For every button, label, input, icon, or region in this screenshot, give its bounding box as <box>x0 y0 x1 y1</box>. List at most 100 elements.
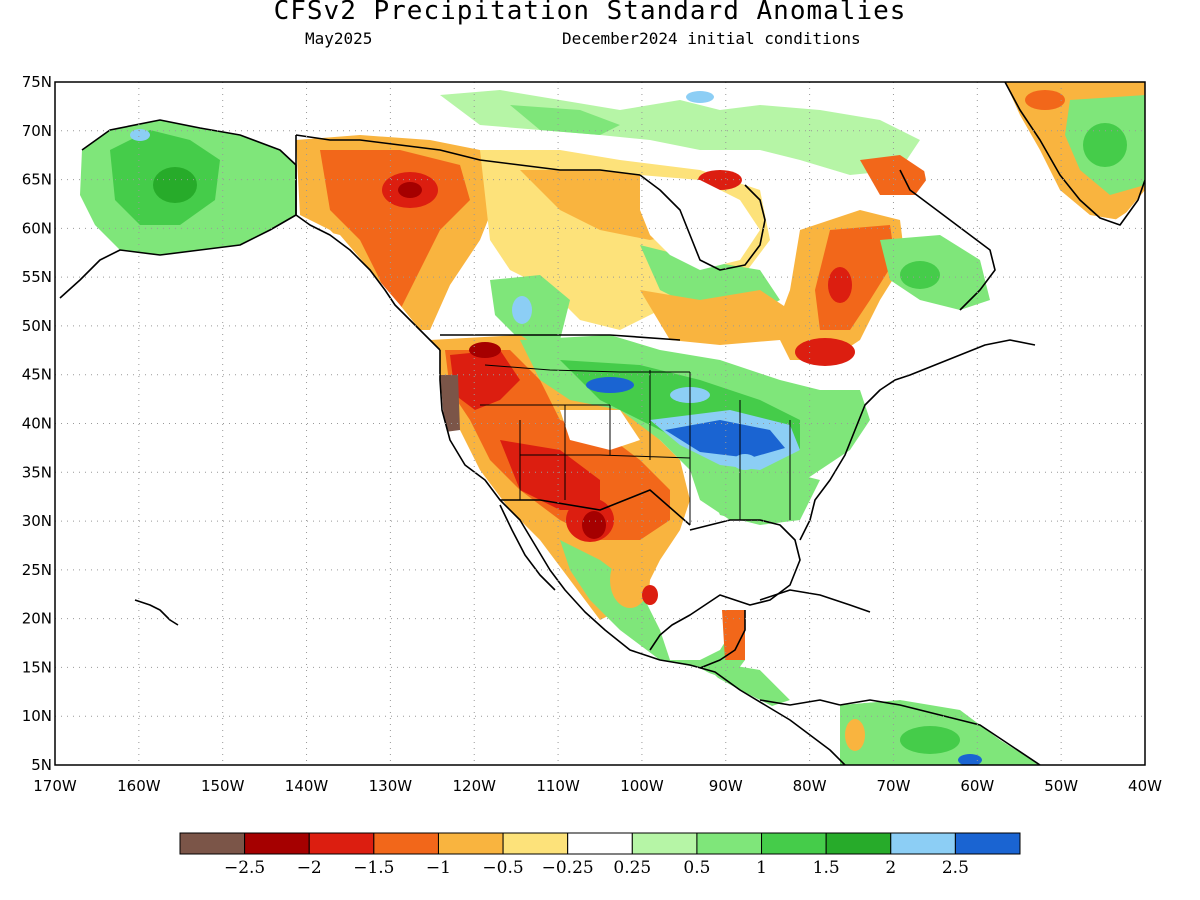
anomaly-centralamerica-wet <box>700 660 790 710</box>
coast-greenland <box>1004 82 1145 226</box>
latitude-label: 20N <box>22 610 52 628</box>
latitude-label: 70N <box>22 122 52 140</box>
coast-arctic <box>295 134 641 176</box>
anomaly-venezuela-blue <box>958 754 982 765</box>
anomaly-arctic-green <box>510 105 620 135</box>
ocean-caribbean-mask <box>750 595 1000 705</box>
coast-central-america <box>699 610 1041 765</box>
latitude-label: 55N <box>22 268 52 286</box>
colorbar-swatch <box>244 832 310 855</box>
colorbar-swatch <box>373 832 439 855</box>
anomaly-stlawrence-red <box>795 338 855 366</box>
initial-conditions-label: December2024 initial conditions <box>562 29 861 48</box>
longitude-label: 140W <box>285 777 329 795</box>
longitude-labels: 170W 160W 150W 140W 130W 120W 110W 100W 90W 80W 70… <box>33 777 1162 795</box>
colorbar-swatch <box>308 832 375 855</box>
colorbar-tick-label: −0.25 <box>542 858 594 878</box>
latitude-labels: 75N 70N 65N 60N 55N 50N 45N 40N 35N 30N 25N 20N 15N 1… <box>22 73 52 774</box>
colorbar-swatch <box>825 832 892 855</box>
border-us-mexico <box>500 489 691 526</box>
anomaly-samerica-core <box>900 726 960 754</box>
anomaly-baffin-dry <box>860 155 930 195</box>
anomaly-arctic-blue <box>686 91 714 103</box>
longitude-label: 150W <box>201 777 245 795</box>
colorbar-labels: −2.5 −2 −1.5 −1 −0.5 −0.25 0.25 0.5 1 1.5 2 2.5 <box>224 858 969 878</box>
colorbar-swatch <box>179 832 246 855</box>
colorbar-tick-label: −2.5 <box>224 858 265 878</box>
colorbar-swatch <box>890 832 956 855</box>
anomaly-mexico-dry <box>610 552 650 608</box>
colorbar <box>179 832 1021 855</box>
anomaly-field <box>80 82 1145 765</box>
ocean-gulf-mask <box>660 525 800 610</box>
longitude-label: 170W <box>33 777 77 795</box>
colorbar-swatch <box>761 832 827 855</box>
anomaly-west-us-red <box>450 350 520 410</box>
ocean-hudson-mask <box>640 175 760 270</box>
latitude-label: 60N <box>22 219 52 237</box>
longitude-label: 110W <box>536 777 580 795</box>
anomaly-alaska-peak <box>153 167 197 203</box>
colorbar-tick-label: −2 <box>297 858 322 878</box>
longitude-label: 160W <box>117 777 161 795</box>
ocean-arctic-mask <box>55 82 440 145</box>
latitude-label: 15N <box>22 658 52 676</box>
longitude-label: 120W <box>452 777 496 795</box>
colorbar-tick-label: 0.25 <box>613 858 651 878</box>
longitude-label: 40W <box>1128 777 1162 795</box>
anomaly-prairie-blue <box>512 296 532 324</box>
colorbar-tick-label: 1.5 <box>813 858 840 878</box>
anomaly-quebec-orange <box>815 225 895 330</box>
anomaly-quebec-red <box>828 267 852 303</box>
border-state-lines <box>480 364 791 525</box>
colorbar-swatch <box>502 832 569 855</box>
anomaly-texas-peak <box>582 511 606 539</box>
latitude-label: 5N <box>31 756 52 774</box>
latitude-label: 40N <box>22 415 52 433</box>
colorbar-tick-label: 2.5 <box>942 858 969 878</box>
ocean-atlantic-mask <box>810 200 1145 765</box>
anomaly-ontario-dry <box>640 290 790 345</box>
valid-month-label: May2025 <box>305 29 373 48</box>
coastlines <box>59 82 1145 765</box>
anomaly-california-extreme <box>440 375 460 432</box>
longitude-label: 80W <box>793 777 827 795</box>
anomaly-plains-blue <box>665 420 785 458</box>
anomaly-labrador-core <box>900 261 940 289</box>
map-title: CFSv2 Precipitation Standard Anomalies <box>273 0 907 26</box>
longitude-label: 70W <box>877 777 911 795</box>
colorbar-tick-label: −1.5 <box>353 858 394 878</box>
latitude-label: 75N <box>22 73 52 91</box>
ocean-mask <box>55 82 1145 765</box>
latitude-label: 10N <box>22 707 52 725</box>
latitude-label: 25N <box>22 561 52 579</box>
coast-hudson <box>639 174 766 271</box>
anomaly-colombia-dry <box>845 719 865 751</box>
anomaly-mexico-mixed <box>560 540 745 680</box>
colorbar-swatch <box>954 832 1021 855</box>
anomaly-greenland-orange <box>1025 90 1065 110</box>
anomaly-mexico-red <box>642 585 658 605</box>
latitude-label: 45N <box>22 366 52 384</box>
colorbar-tick-label: 1 <box>756 858 767 878</box>
colorbar-tick-label: −1 <box>426 858 451 878</box>
coast-labrador <box>899 169 996 311</box>
border-us-canada <box>440 334 681 341</box>
colorbar-swatch <box>696 832 763 855</box>
anomaly-oregon-peak <box>469 342 501 358</box>
anomaly-alaska-blue <box>130 129 150 141</box>
latitude-label: 30N <box>22 512 52 530</box>
anomaly-greenland-core <box>1083 123 1127 167</box>
colorbar-swatch <box>631 832 698 855</box>
coast-baja <box>499 504 556 591</box>
colorbar-tick-label: −0.5 <box>482 858 523 878</box>
colorbar-tick-label: 0.5 <box>683 858 710 878</box>
anomaly-plains-white <box>560 410 640 450</box>
colorbar-swatch <box>567 832 633 855</box>
ocean-pacific-mask <box>55 225 840 765</box>
coast-east-us <box>799 339 1036 541</box>
coast-west-us <box>439 350 846 765</box>
longitude-label: 100W <box>620 777 664 795</box>
coast-gulf <box>649 519 801 651</box>
